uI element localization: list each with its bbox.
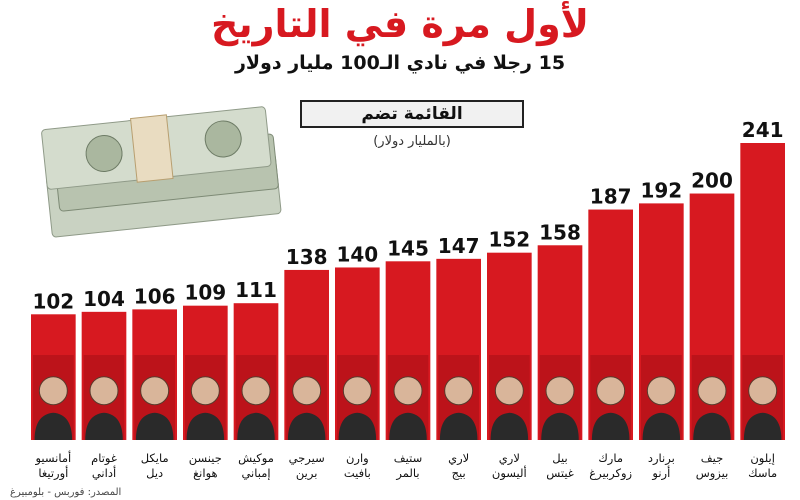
category-label: زوكربيرغ	[589, 466, 632, 481]
category-label: ماسك	[748, 466, 777, 480]
portrait-icon	[438, 355, 479, 440]
chart-title: لأول مرة في التاريخ	[210, 2, 590, 46]
portrait-icon	[134, 355, 175, 440]
category-label: ديل	[146, 466, 163, 480]
data-label: 187	[590, 185, 632, 209]
category-label: أليسون	[492, 465, 527, 481]
category-label: ستيف	[394, 451, 422, 465]
category-label: جيف	[701, 451, 723, 465]
data-label: 106	[134, 284, 176, 308]
portrait-icon	[235, 355, 277, 440]
data-label: 138	[286, 245, 328, 269]
portrait-icon	[489, 355, 530, 440]
category-label: بيزوس	[696, 466, 729, 481]
category-label: لاري	[499, 451, 520, 466]
chart-subtitle: 15 رجلا في نادي الـ100 مليار دولار	[234, 52, 566, 74]
category-label: برنارد	[648, 451, 675, 466]
category-label: هوانغ	[193, 466, 218, 481]
portrait-icon	[387, 355, 429, 440]
category-label: جينسن	[189, 451, 222, 466]
category-label: مارك	[598, 451, 623, 466]
unit-label: (بالمليار دولار)	[373, 134, 451, 149]
portrait-icon	[185, 355, 226, 440]
category-label: وارن	[346, 451, 369, 466]
portrait-icon	[641, 355, 682, 440]
data-label: 192	[640, 178, 682, 202]
data-label: 158	[539, 220, 581, 244]
category-label: غوتام	[91, 451, 117, 466]
portrait-icon	[33, 355, 74, 440]
category-label: أداني	[92, 465, 116, 480]
category-label: بافيت	[344, 466, 371, 480]
category-label: أمانسيو	[34, 450, 71, 466]
category-label: أورتيغا	[38, 465, 68, 481]
category-label: برين	[296, 466, 318, 481]
category-label: سيرجي	[289, 451, 325, 466]
money-stack-icon	[41, 106, 282, 238]
data-label: 104	[83, 287, 125, 311]
portrait-icon	[691, 355, 733, 440]
data-label: 200	[691, 169, 733, 193]
category-label: بيل	[552, 451, 567, 465]
category-label: أرنو	[651, 465, 670, 481]
category-label: إيلون	[750, 451, 775, 466]
data-label: 111	[235, 278, 277, 302]
portrait-icon	[337, 355, 378, 440]
category-label: بالمر	[395, 466, 419, 481]
data-label: 145	[387, 236, 429, 260]
category-label: لاري	[448, 451, 469, 466]
data-label: 102	[32, 289, 74, 313]
data-label: 152	[488, 228, 530, 252]
data-label: 109	[184, 281, 226, 305]
portrait-icon	[83, 355, 125, 440]
portrait-icon	[539, 355, 581, 440]
portrait-icon	[590, 355, 631, 440]
category-label: بيج	[452, 466, 466, 480]
category-label: موكيش	[238, 451, 274, 466]
category-label: غيتس	[546, 466, 574, 481]
portrait-icon	[742, 355, 783, 440]
portrait-icon	[286, 355, 327, 440]
category-label: مايكل	[141, 451, 169, 465]
data-label: 241	[742, 118, 784, 142]
category-label: إمباني	[241, 466, 270, 480]
data-label: 140	[336, 242, 378, 266]
data-label: 147	[438, 234, 480, 258]
list-label-box: القائمة تضم	[300, 100, 524, 128]
source-note: المصدر: فوربس - بلومبيرغ	[10, 487, 122, 498]
